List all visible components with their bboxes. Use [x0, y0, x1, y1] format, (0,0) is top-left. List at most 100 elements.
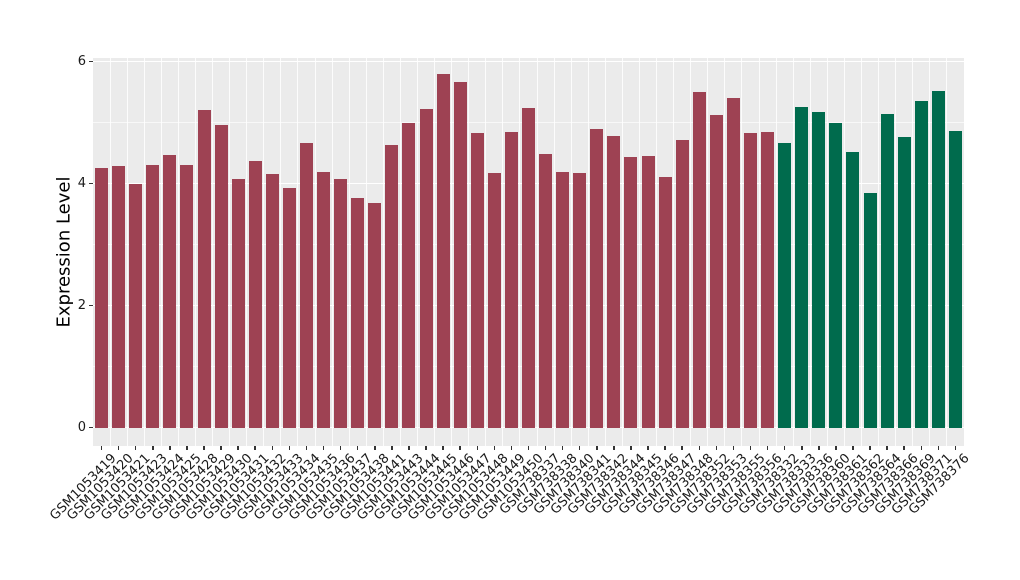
bar-GSM1053429 — [214, 124, 228, 428]
x-tick-mark — [527, 446, 530, 450]
x-tick-mark — [818, 446, 820, 450]
y-tick-mark — [89, 304, 93, 307]
x-tick-mark — [117, 446, 120, 450]
bar-GSM738341 — [590, 129, 604, 428]
bar-GSM1053450 — [522, 108, 535, 428]
gridline-vertical — [758, 58, 760, 446]
bar-GSM1053435 — [317, 171, 331, 428]
bar-GSM1053420 — [112, 166, 126, 428]
bar-GSM738336 — [812, 111, 826, 428]
y-tick-label: 6 — [77, 53, 86, 69]
x-tick-mark — [305, 446, 308, 450]
gridline-vertical — [912, 58, 914, 446]
x-tick-mark — [749, 446, 752, 450]
gridline-vertical — [639, 58, 640, 446]
y-tick-label: 0 — [77, 419, 86, 435]
x-tick-mark — [169, 446, 171, 450]
gridline-vertical — [741, 58, 743, 446]
bar-GSM1053428 — [197, 109, 211, 428]
bar-GSM738342 — [607, 135, 621, 428]
bar-GSM1053444 — [419, 109, 433, 428]
bar-GSM1053443 — [402, 123, 416, 428]
x-tick-mark — [374, 446, 376, 450]
bar-GSM738355 — [744, 133, 758, 428]
bar-GSM1053446 — [453, 81, 467, 428]
gridline-vertical — [604, 58, 606, 446]
gridline-vertical — [861, 58, 863, 446]
gridline-vertical — [826, 58, 828, 446]
bar-GSM738366 — [897, 137, 911, 428]
gridline-vertical — [843, 58, 845, 446]
x-tick-mark — [561, 446, 564, 450]
gridline-vertical — [382, 58, 384, 446]
bar-GSM738338 — [556, 171, 570, 428]
bar-GSM1053430 — [231, 178, 245, 428]
gridline-vertical — [775, 58, 777, 446]
x-tick-mark — [152, 446, 154, 450]
bar-GSM738369 — [914, 100, 928, 428]
bar-GSM1053441 — [385, 145, 399, 428]
gridline-vertical — [229, 58, 231, 446]
bar-GSM1053419 — [95, 167, 109, 428]
bar-GSM1053425 — [180, 165, 194, 428]
bar-GSM738344 — [624, 157, 638, 428]
gridline-vertical — [485, 58, 487, 446]
bar-GSM738348 — [692, 92, 706, 428]
gridline-vertical — [416, 58, 418, 446]
bar-GSM738333 — [795, 107, 809, 428]
gridline-vertical — [109, 58, 111, 446]
x-tick-mark — [186, 446, 188, 450]
x-tick-mark — [442, 446, 444, 450]
x-tick-mark — [852, 446, 854, 450]
x-tick-mark — [647, 446, 649, 450]
x-tick-mark — [920, 446, 923, 450]
bar-GSM738346 — [658, 176, 672, 428]
gridline-vertical — [792, 58, 794, 446]
bar-GSM738361 — [846, 151, 860, 428]
x-tick-mark — [459, 446, 461, 450]
bar-GSM1053447 — [470, 132, 484, 428]
x-tick-mark — [630, 446, 632, 450]
bar-GSM1053424 — [163, 155, 177, 428]
bar-GSM1053431 — [248, 160, 262, 428]
x-tick-mark — [903, 446, 905, 450]
gridline-vertical — [570, 58, 572, 446]
bar-GSM1053433 — [282, 187, 296, 428]
x-tick-mark — [664, 446, 666, 450]
gridline-vertical — [502, 58, 504, 446]
gridline-vertical — [331, 58, 333, 446]
gridline-vertical — [434, 58, 436, 446]
gridline-vertical — [399, 58, 401, 446]
x-tick-mark — [408, 446, 410, 450]
x-tick-mark — [356, 446, 359, 450]
x-tick-mark — [271, 446, 274, 450]
x-tick-mark — [613, 446, 615, 450]
x-tick-mark — [391, 446, 393, 450]
x-tick-mark — [954, 446, 957, 450]
gridline-vertical — [878, 58, 880, 446]
gridline-vertical — [946, 58, 948, 446]
bar-GSM1053432 — [265, 174, 279, 428]
bar-GSM738376 — [948, 131, 962, 428]
gridline-vertical — [553, 58, 555, 446]
x-tick-mark — [783, 446, 786, 450]
bar-GSM738347 — [675, 140, 689, 428]
gridline-vertical — [365, 58, 367, 446]
gridline-vertical — [690, 58, 692, 446]
x-tick-mark — [766, 446, 769, 450]
bar-GSM738337 — [539, 153, 553, 428]
x-tick-mark — [510, 446, 513, 450]
gridline-vertical — [348, 58, 350, 446]
x-tick-mark — [681, 446, 683, 450]
bar-GSM1053445 — [436, 73, 450, 428]
y-tick-label: 4 — [77, 175, 86, 191]
gridline-vertical — [126, 58, 128, 446]
x-tick-mark — [254, 446, 256, 450]
x-tick-mark — [544, 446, 547, 450]
x-tick-mark — [869, 446, 871, 450]
gridline-vertical — [621, 58, 623, 446]
x-tick-mark — [322, 446, 325, 450]
x-tick-mark — [596, 446, 598, 450]
x-tick-mark — [339, 446, 342, 450]
bar-GSM1053434 — [299, 142, 313, 428]
